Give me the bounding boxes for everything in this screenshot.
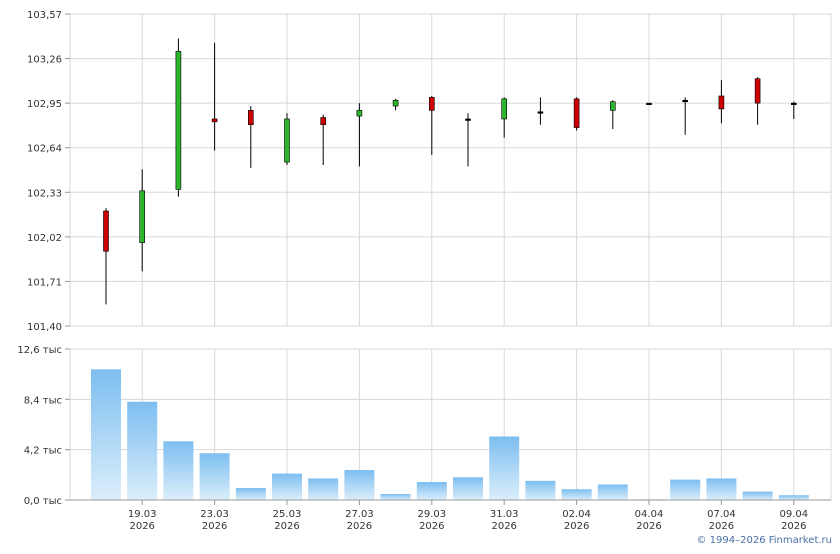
candle — [718, 80, 725, 124]
candle-body — [790, 102, 797, 105]
x-tick-label-year: 2026 — [419, 521, 444, 532]
x-tick-label-day: 09.04 — [779, 509, 808, 520]
volume-tick-label: 8,4 тыс — [24, 395, 62, 406]
x-tick-label-day: 29.03 — [417, 509, 446, 520]
candle — [428, 95, 435, 155]
x-tick-label-year: 2026 — [347, 521, 372, 532]
candle — [682, 97, 689, 135]
x-tick-label-year: 2026 — [274, 521, 299, 532]
price-panel: 103,57 103,26 102,95 102,64 102,33 102,02 101,… — [27, 10, 832, 333]
x-tick-label-day: 25.03 — [273, 509, 302, 520]
volume-bar — [127, 401, 158, 500]
candle — [501, 97, 508, 138]
candle-body — [754, 78, 761, 104]
price-tick-label: 103,57 — [27, 10, 62, 21]
x-axis: 19.03202623.03202625.03202627.03202629.0… — [70, 499, 831, 532]
x-tick-label-day: 27.03 — [345, 509, 374, 520]
volume-bar — [416, 482, 447, 500]
volume-tick-label: 0,0 тыс — [24, 496, 62, 507]
price-tick-label: 101,40 — [27, 322, 62, 333]
candle-body — [682, 99, 689, 103]
candle — [103, 208, 109, 305]
candle — [284, 113, 290, 165]
candle — [139, 169, 145, 272]
candle — [465, 113, 471, 167]
candle — [175, 38, 182, 197]
price-tick-label: 103,26 — [27, 55, 62, 66]
volume-bar — [525, 480, 556, 500]
candle — [537, 97, 544, 125]
volume-tick-label: 4,2 тыс — [24, 446, 62, 457]
x-tick-label-year: 2026 — [781, 521, 806, 532]
volume-bar — [344, 470, 375, 500]
candle-body — [392, 99, 399, 107]
candle — [356, 103, 363, 167]
price-tick-label: 102,95 — [27, 99, 62, 110]
volume-bar — [163, 441, 194, 500]
volume-bar — [453, 477, 483, 500]
x-tick-label-year: 2026 — [636, 521, 661, 532]
x-tick-label-day: 19.03 — [128, 509, 157, 520]
candle-body — [573, 98, 580, 128]
candle — [248, 106, 254, 168]
candle — [573, 97, 580, 131]
candle-body — [284, 118, 290, 163]
x-tick-label-day: 31.03 — [490, 509, 519, 520]
x-tick-label-year: 2026 — [129, 521, 154, 532]
x-tick-label-day: 23.03 — [200, 509, 229, 520]
candle-body — [646, 102, 652, 105]
candle — [211, 42, 218, 151]
candle-body — [103, 210, 109, 252]
volume-bar — [308, 478, 339, 500]
volume-bar — [778, 495, 809, 500]
x-tick-label-day: 02.04 — [562, 509, 591, 520]
volume-bar — [272, 473, 302, 500]
candle — [754, 77, 761, 125]
volume-bar — [597, 484, 628, 500]
price-tick-label: 102,33 — [27, 188, 62, 199]
candle-body — [356, 110, 363, 117]
x-tick-label-year: 2026 — [564, 521, 589, 532]
candle-body — [248, 110, 254, 126]
x-tick-label-year: 2026 — [709, 521, 734, 532]
volume-bar — [742, 491, 773, 500]
volume-bar — [706, 478, 737, 500]
candle-body — [501, 98, 508, 120]
candle — [790, 101, 797, 119]
price-plot-frame — [69, 13, 832, 327]
candle — [320, 114, 327, 165]
candle-body — [211, 118, 218, 123]
candle-body — [465, 118, 471, 121]
candle-body — [320, 117, 327, 126]
volume-bar — [235, 488, 266, 500]
x-tick-label-day: 04.04 — [635, 509, 664, 520]
copyright-text: © 1994–2026 Finmarket.ru — [696, 535, 832, 546]
candle-body — [609, 101, 616, 111]
candle-body — [175, 51, 182, 190]
volume-bar — [380, 494, 411, 500]
candle-body — [718, 95, 725, 110]
candle-body — [537, 111, 544, 114]
candle-body — [139, 190, 145, 243]
volume-bar — [199, 453, 230, 500]
volume-panel: 12,6 тыс 8,4 тыс 4,2 тыс 0,0 тыс — [17, 345, 832, 507]
volume-tick-label: 12,6 тыс — [17, 345, 62, 356]
candle — [392, 98, 399, 111]
candle-body — [428, 97, 435, 111]
price-tick-label: 101,71 — [27, 277, 62, 288]
volume-bar — [561, 489, 592, 500]
price-tick-label: 102,64 — [27, 144, 62, 155]
price-tick-label: 102,02 — [27, 233, 62, 244]
volume-bar — [489, 436, 520, 500]
volume-bar — [670, 479, 701, 500]
x-tick-label-year: 2026 — [202, 521, 227, 532]
candle — [609, 100, 616, 130]
x-tick-label-day: 07.04 — [707, 509, 736, 520]
candle — [646, 102, 652, 105]
volume-bar — [91, 369, 121, 500]
x-tick-label-year: 2026 — [491, 521, 516, 532]
